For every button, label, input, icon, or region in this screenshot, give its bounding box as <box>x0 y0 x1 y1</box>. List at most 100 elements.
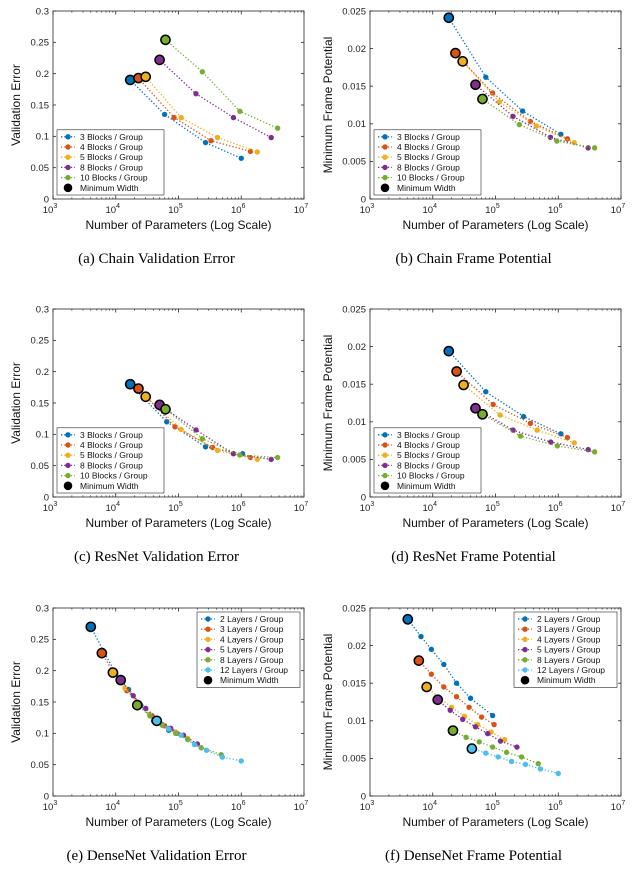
x-tick-label: 103 <box>43 501 58 514</box>
data-point <box>202 444 209 450</box>
legend-entry: 10 Blocks / Group <box>397 471 465 481</box>
x-tick-exponent: 3 <box>53 501 57 508</box>
y-tick-label: 0.2 <box>36 69 49 80</box>
x-tick-exponent: 5 <box>179 800 183 807</box>
data-point <box>522 761 529 768</box>
legend-marker <box>522 616 528 622</box>
chart-panel: 0 0.005 0.01 0.015 0.02 0.025 103 104 105 106 107 N… <box>321 603 625 864</box>
data-point <box>208 138 214 144</box>
data-point <box>254 456 260 463</box>
data-point <box>510 113 516 119</box>
data-point <box>558 131 564 138</box>
data-point <box>483 389 489 395</box>
legend-entry: 5 Blocks / Group <box>397 152 460 162</box>
x-tick-exponent: 6 <box>559 501 563 508</box>
plot-area <box>369 308 622 498</box>
minimum-width-point <box>450 47 461 59</box>
y-tick-label: 0.005 <box>342 157 366 168</box>
series-line <box>129 79 242 159</box>
y-tick-label: 0 <box>44 492 49 503</box>
legend-entry: 8 Layers / Group <box>537 655 601 665</box>
legend-marker <box>205 626 211 632</box>
legend-minimum-marker <box>520 675 530 685</box>
data-point <box>571 440 577 446</box>
data-point <box>564 136 571 142</box>
legend-marker <box>65 452 71 458</box>
legend-entry: 2 Layers / Group <box>220 614 284 624</box>
y-tick-label: 0.25 <box>31 635 50 646</box>
y-tick-label: 0.01 <box>348 119 367 130</box>
minimum-width-point <box>470 79 481 91</box>
y-tick-label: 0.05 <box>31 461 50 472</box>
series-line <box>475 84 589 149</box>
data-point <box>171 114 177 121</box>
data-point <box>198 745 204 751</box>
x-tick-label: 106 <box>548 501 563 514</box>
legend-marker <box>65 164 71 171</box>
data-point <box>489 712 496 719</box>
legend-marker <box>382 472 388 479</box>
data-point <box>209 444 216 451</box>
data-point <box>161 111 168 118</box>
legend-marker <box>65 432 71 438</box>
data-point <box>497 738 504 744</box>
minimum-width-point <box>131 699 143 711</box>
x-tick-label: 107 <box>294 800 309 813</box>
x-tick-exponent: 3 <box>370 800 374 807</box>
legend-minimum-marker <box>380 481 390 491</box>
y-tick-label: 0.05 <box>31 163 50 174</box>
data-point <box>497 412 503 418</box>
data-point <box>466 704 472 710</box>
data-point <box>214 134 221 141</box>
series-line <box>165 408 278 459</box>
data-point <box>585 446 591 453</box>
data-point <box>484 730 491 737</box>
data-point <box>441 661 447 668</box>
x-tick-label: 105 <box>168 203 183 216</box>
chart-panel: 0 0.05 0.1 0.15 0.2 0.25 0.3 103 104 105 106 107 Num… <box>9 304 308 565</box>
x-axis-label: Number of Parameters (Log Scale) <box>402 218 588 232</box>
x-tick-label: 107 <box>611 501 626 514</box>
legend-marker <box>382 164 388 171</box>
y-tick-label: 0.2 <box>36 666 49 677</box>
chart-panel: 0 0.005 0.01 0.015 0.02 0.025 103 104 105 106 107 N… <box>321 6 625 267</box>
legend-box <box>56 427 165 494</box>
legend-marker <box>382 144 388 150</box>
minimum-width-point <box>115 674 127 686</box>
data-point <box>476 739 482 745</box>
data-point <box>268 456 274 463</box>
minimum-width-point <box>470 402 481 414</box>
data-point <box>193 427 199 433</box>
data-point <box>537 766 544 772</box>
data-point <box>130 693 136 699</box>
x-tick-exponent: 3 <box>53 800 57 807</box>
minimum-width-point <box>458 379 469 391</box>
x-tick-label: 104 <box>423 203 438 216</box>
legend-entry: 10 Blocks / Group <box>80 173 148 183</box>
data-point <box>459 716 466 722</box>
x-tick-exponent: 4 <box>116 800 120 807</box>
series-line <box>462 60 575 144</box>
data-point <box>268 134 274 141</box>
data-point <box>503 749 510 756</box>
x-tick-exponent: 4 <box>433 501 437 508</box>
data-point <box>520 413 527 420</box>
legend-entry: 5 Layers / Group <box>220 645 284 655</box>
minimum-width-point <box>107 667 119 678</box>
data-point <box>564 434 571 441</box>
legend-box <box>373 129 482 196</box>
y-tick-label: 0 <box>361 492 366 503</box>
legend-marker <box>65 462 71 469</box>
x-tick-label: 106 <box>548 800 563 813</box>
legend-marker <box>382 442 388 448</box>
y-tick-label: 0.02 <box>348 641 367 652</box>
y-tick-label: 0.025 <box>342 603 366 614</box>
legend-minimum-marker <box>203 675 213 685</box>
x-tick-label: 106 <box>231 501 246 514</box>
y-tick-label: 0.15 <box>31 697 50 708</box>
legend-entry: Minimum Width <box>537 675 596 685</box>
minimum-width-point <box>443 345 455 357</box>
x-tick-label: 103 <box>360 800 375 813</box>
data-point <box>230 114 237 121</box>
x-tick-label: 104 <box>106 203 121 216</box>
